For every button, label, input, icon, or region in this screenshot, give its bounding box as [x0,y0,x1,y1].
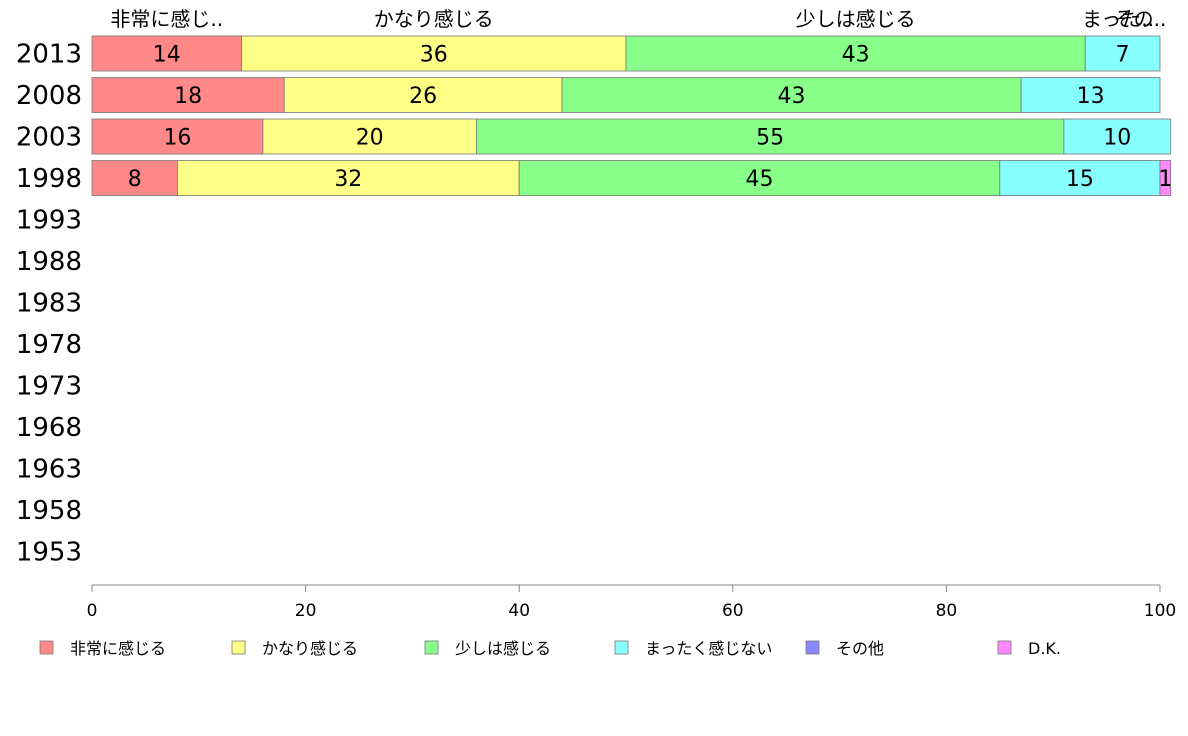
bar-segment-1998-2 [518,160,1001,196]
y-tick-label-1983: 1983 [16,289,82,319]
bar-segment-1998-3 [999,160,1161,196]
data-label-1998-2: 45 [746,167,774,192]
bar-segment-2008-3 [1020,77,1161,113]
y-tick-label-1963: 1963 [16,455,82,485]
legend-label-2: 少しは感じる [455,639,551,658]
column-header-0: 非常に感じ.. [110,7,223,31]
legend-swatch-4 [805,640,820,655]
x-tick-label-60: 60 [722,601,744,621]
x-axis: 0 20 40 60 80 100 [87,584,1176,621]
y-tick-label-1968: 1968 [16,413,82,443]
legend-label-3: まったく感じない [645,639,772,658]
y-tick-label-1998: 1998 [16,164,82,194]
y-tick-label-2003: 2003 [16,123,82,153]
data-label-1998-1: 32 [334,167,362,192]
legend-label-1: かなり感じる [262,639,358,658]
bar-segment-2008-0 [91,77,285,113]
x-tick-label-0: 0 [87,601,98,621]
data-label-2013-2: 43 [842,43,870,68]
legend-swatch-5 [997,640,1012,655]
data-label-1998-5: 1 [1158,167,1172,192]
bar-segment-2013-1 [241,35,627,72]
legend-swatch-2 [424,640,439,655]
column-headers: 非常に感じ.. かなり感じる 少しは感じる まった..その.. [110,7,1166,31]
data-label-2013-1: 36 [420,43,448,68]
column-header-4: その.. [1114,7,1167,31]
data-label-2008-1: 26 [409,84,437,109]
bar-segment-2008-1 [283,77,563,113]
y-tick-label-2013: 2013 [16,40,82,70]
data-label-2013-0: 14 [153,43,181,68]
y-tick-label-1953: 1953 [16,538,82,568]
legend-swatch-0 [39,640,54,655]
y-tick-label-1988: 1988 [16,247,82,277]
column-header-2: 少しは感じる [796,7,916,31]
data-label-2003-0: 16 [163,126,191,151]
y-tick-label-1958: 1958 [16,496,82,526]
data-label-2013-3: 7 [1116,43,1130,68]
legend-label-5: D.K. [1028,639,1061,658]
bar-segment-2003-3 [1063,118,1172,155]
legend-label-0: 非常に感じる [70,639,166,658]
data-label-2008-3: 13 [1077,84,1105,109]
y-axis-labels: 2013 2008 2003 1998 1993 1988 1983 1978 1973 1968… [16,40,82,568]
column-header-1: かなり感じる [374,7,494,31]
bar-segment-2013-3 [1084,35,1161,72]
legend-label-4: その他 [836,639,884,658]
bars: 14 36 43 7 18 26 43 13 16 20 55 10 8 32 45 15 1 [91,35,1172,196]
data-label-1998-3: 15 [1066,167,1094,192]
y-tick-label-2008: 2008 [16,81,82,111]
data-label-2008-2: 43 [778,84,806,109]
data-label-1998-0: 8 [128,167,142,192]
y-tick-label-1978: 1978 [16,330,82,360]
bar-segment-2008-2 [561,77,1022,113]
data-label-2003-2: 55 [756,126,784,151]
y-tick-label-1973: 1973 [16,372,82,402]
y-tick-label-1993: 1993 [16,206,82,236]
bar-segment-2003-0 [91,118,264,155]
legend: 非常に感じる かなり感じる 少しは感じる まったく感じない その他 D.K. [39,639,1061,658]
legend-swatch-3 [614,640,629,655]
x-tick-label-20: 20 [295,601,317,621]
data-label-2008-0: 18 [174,84,202,109]
bar-segment-2003-1 [262,118,477,155]
bar-segment-1998-0 [91,160,178,196]
bar-segment-2013-0 [91,35,242,72]
bar-segment-1998-5 [1159,160,1172,196]
data-label-2003-3: 10 [1103,126,1131,151]
x-tick-label-100: 100 [1144,601,1176,621]
data-label-2003-1: 20 [356,126,384,151]
x-tick-label-40: 40 [508,601,530,621]
bar-segment-2003-2 [476,118,1065,155]
bar-segment-2013-2 [625,35,1086,72]
bar-segment-1998-1 [177,160,520,196]
legend-swatch-1 [231,640,246,655]
column-header-3: まった.. [1082,7,1154,31]
x-tick-label-80: 80 [936,601,958,621]
